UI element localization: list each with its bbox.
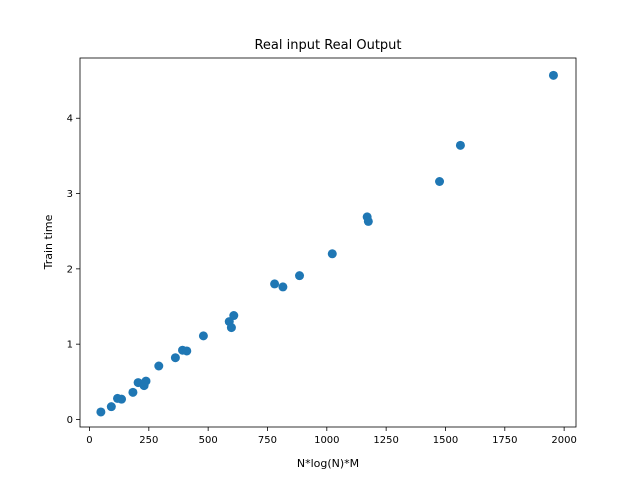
data-point <box>154 361 164 371</box>
data-point <box>182 346 192 356</box>
data-point <box>128 387 138 397</box>
y-tick-label: 4 <box>67 114 73 125</box>
data-point <box>141 376 151 386</box>
plot-frame <box>79 57 577 428</box>
x-tick-label: 1750 <box>492 435 517 446</box>
data-point <box>170 353 180 363</box>
y-tick-label: 2 <box>67 264 73 275</box>
data-points <box>96 70 558 417</box>
x-tick-label: 750 <box>258 435 277 446</box>
x-tick-label: 1000 <box>314 435 339 446</box>
y-tick-label: 3 <box>67 189 73 200</box>
x-tick-label: 0 <box>86 435 92 446</box>
y-tick-label: 0 <box>67 415 73 426</box>
x-tick-label: 1250 <box>373 435 398 446</box>
x-tick-label: 500 <box>199 435 218 446</box>
data-point <box>548 70 558 80</box>
data-point <box>435 177 445 187</box>
data-point <box>229 311 239 321</box>
y-tick-label: 1 <box>67 340 73 351</box>
data-point <box>226 323 236 333</box>
data-point <box>327 249 337 259</box>
data-point <box>363 216 373 226</box>
x-axis: 0 250 500 750 1000 1250 1500 1750 2000 <box>86 427 577 446</box>
x-tick-label: 250 <box>139 435 158 446</box>
x-tick-label: 2000 <box>551 435 576 446</box>
x-axis-label: N*log(N)*M <box>297 457 359 470</box>
data-point <box>96 407 106 417</box>
data-point <box>106 402 116 412</box>
y-axis: 0 1 2 3 4 <box>67 114 80 426</box>
data-point <box>117 394 127 404</box>
y-axis-label: Train time <box>42 214 55 270</box>
x-tick-label: 1500 <box>433 435 458 446</box>
data-point <box>270 279 280 289</box>
data-point <box>455 140 465 150</box>
chart-title: Real input Real Output <box>254 38 401 53</box>
data-point <box>295 271 305 281</box>
data-point <box>278 282 288 292</box>
data-point <box>198 331 208 341</box>
